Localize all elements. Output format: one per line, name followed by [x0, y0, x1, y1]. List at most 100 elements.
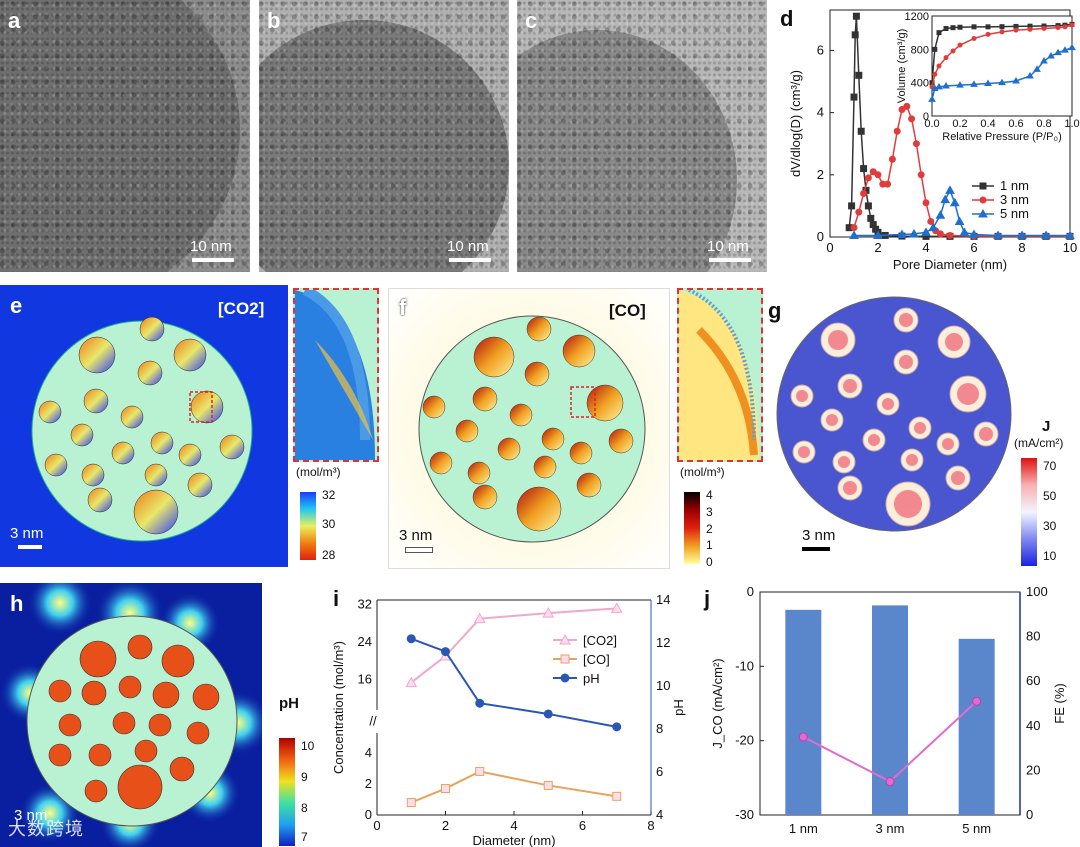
category-label-j-2: 5 nm	[962, 821, 991, 836]
x-tick-label-i-3: 6	[579, 818, 586, 833]
point-i-2-4	[612, 722, 622, 732]
point-d-0-1	[848, 202, 856, 210]
colorbar-g-tick-0: 70	[1043, 459, 1057, 473]
point-d-0-5	[855, 71, 863, 79]
sim-e-zoom	[293, 288, 379, 462]
point-d-0-6	[857, 127, 865, 135]
point-d-1-1	[855, 208, 863, 216]
inset-point-d-2-12	[1047, 52, 1055, 59]
inset-point-d-2-11	[1040, 57, 1048, 64]
fe-bar-j-2	[958, 638, 995, 815]
sim-f-zoom	[677, 288, 763, 462]
point-d-2-6	[935, 210, 946, 219]
inset-point-d-1-13	[1062, 24, 1068, 30]
point-d-2-8	[945, 185, 955, 194]
point-i-2-2	[475, 698, 485, 708]
scale-bar-e	[18, 545, 42, 549]
inset-point-d-1-5	[957, 42, 963, 48]
x-tick-label-d-3: 6	[970, 240, 977, 255]
y-upper-tick-i-2: 32	[358, 597, 372, 612]
point-d-1-0	[850, 224, 858, 232]
colorbar-h-tick-0: 10	[301, 739, 315, 753]
inset-point-d-0-6	[971, 24, 977, 30]
inset-point-d-2-15	[1068, 43, 1076, 51]
species-e: [CO2]	[218, 299, 265, 318]
inset-x-tick-d-5: 1.0	[1064, 118, 1079, 130]
colorbar-g-tick-1: 50	[1043, 489, 1057, 503]
sim-f-svg	[418, 315, 646, 543]
legend-label-d-1: 3 nm	[1000, 192, 1029, 207]
point-d-0-9	[864, 202, 872, 210]
point-d-1-18	[936, 230, 944, 238]
scale-bar-b	[449, 258, 491, 262]
x-axis-label-d: Pore Diameter (nm)	[893, 257, 1007, 272]
legend-marker-i-2	[560, 673, 570, 683]
scale-text-e: 3 nm	[10, 525, 44, 542]
inset-point-d-2-6	[984, 79, 992, 86]
scale-bar-a	[192, 258, 234, 262]
category-label-j-1: 3 nm	[876, 821, 905, 836]
y2-tick-i-1: 6	[656, 764, 663, 779]
point-d-0-3	[851, 31, 859, 39]
inset-point-d-1-10	[1027, 26, 1033, 32]
y2-tick-label-j-5: 100	[1026, 584, 1048, 599]
legend-label-d-0: 1 nm	[1000, 178, 1029, 193]
y-tick-label-d-1: 2	[817, 167, 824, 182]
y2-tick-label-j-1: 20	[1026, 762, 1040, 777]
y-axis-label-i: Concentration (mol/m³)	[331, 641, 346, 774]
point-d-2-11	[959, 227, 970, 236]
point-d-2-10	[954, 216, 965, 225]
inset-y-tick-d-2: 800	[911, 44, 929, 56]
inset-point-d-1-4	[950, 48, 956, 54]
point-d-2-5	[928, 222, 939, 232]
point-d-2-14	[1017, 230, 1027, 239]
inset-point-d-2-8	[1012, 77, 1020, 84]
y-upper-tick-i-1: 24	[358, 634, 372, 649]
y2-tick-label-j-0: 0	[1026, 807, 1033, 822]
colorbar-f-tick-2: 2	[706, 522, 713, 536]
inset-point-d-1-1	[932, 71, 938, 77]
y-lower-tick-i-2: 4	[365, 745, 372, 760]
y-tick-label-j-2: -20	[735, 733, 754, 748]
inset-point-d-2-2	[935, 82, 943, 90]
panel-label-d: d	[780, 6, 794, 31]
colorbar-h	[279, 738, 295, 846]
sim-e-svg	[31, 316, 253, 542]
x-tick-label-i-4: 8	[647, 818, 654, 833]
colorbar-h-tick-2: 8	[301, 801, 308, 815]
y2-tick-label-j-2: 40	[1026, 718, 1040, 733]
inset-y-tick-d-1: 400	[911, 78, 929, 90]
y-tick-label-d-3: 6	[817, 42, 824, 57]
sim-panel-h: h 3 nm 大数跨境	[0, 583, 262, 847]
inset-x-tick-d-0: 0.0	[924, 118, 939, 130]
y2-axis-label-i: pH	[671, 699, 686, 716]
x-tick-label-d-2: 4	[922, 240, 929, 255]
chart-d-svg: 0 2 4 6 8 10 0 2 4 6 Pore Diameter (nm) dV/dlog(D) …	[788, 9, 1080, 272]
unit-g: (mA/cm²)	[1014, 436, 1064, 450]
unit-f: (mol/m³)	[680, 465, 725, 479]
inset-point-d-0-8	[999, 24, 1005, 30]
inset-point-d-0-4	[950, 25, 956, 31]
y-tick-label-j-0: 0	[747, 584, 754, 599]
x-tick-label-d-5: 10	[1063, 240, 1077, 255]
inset-series-d-2	[931, 46, 1073, 100]
chart-j-svg: 0 -10 -20 -30 0 20 40 60 80 100 J_CO (mA/cm²) FE (%…	[710, 584, 1067, 836]
jco-point-j-2	[972, 696, 982, 706]
inset-point-d-1-6	[971, 36, 977, 41]
sim-g-svg	[776, 296, 1012, 532]
legend-marker-d-2	[978, 208, 988, 218]
chart-i: i //0 2 4 6 8 16 24 32 0 2 4 4 6 8 10 12 14 Diameter (nm)…	[325, 580, 700, 847]
point-d-1-10	[898, 106, 906, 114]
inset-x-tick-d-1: 0.2	[952, 118, 967, 130]
title-g: J	[1042, 418, 1051, 435]
panel-label-e: e	[10, 293, 23, 318]
jco-point-j-0	[798, 732, 808, 742]
y2-tick-i-2: 8	[656, 721, 663, 736]
inset-point-d-1-2	[936, 63, 942, 69]
panel-label-i: i	[333, 586, 340, 611]
y2-tick-label-j-4: 80	[1026, 629, 1040, 644]
scale-text-a: 10 nm	[190, 238, 232, 255]
point-d-2-1	[873, 230, 883, 239]
point-d-2-9	[949, 197, 960, 207]
point-d-1-2	[860, 189, 868, 197]
